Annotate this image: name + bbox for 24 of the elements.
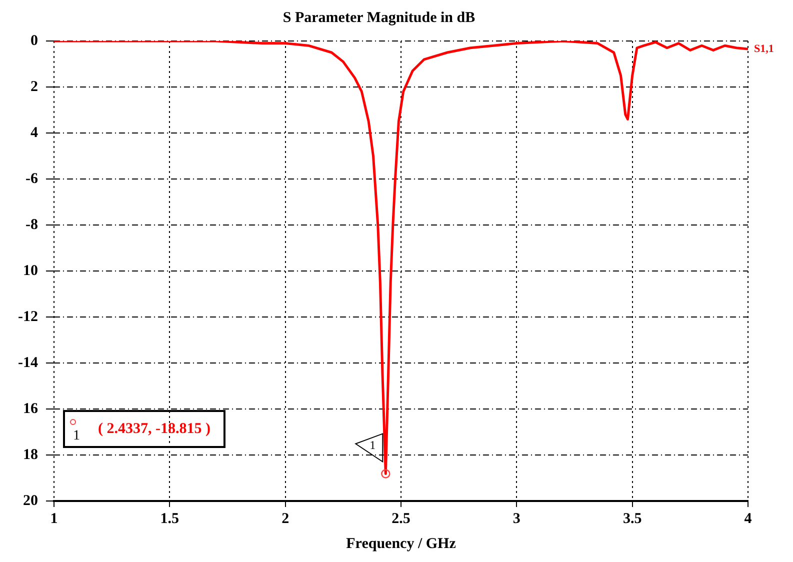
x-tick-label: 2.5 [392, 510, 410, 527]
y-tick-label: 20 [22, 492, 38, 509]
annotation: ( 2.4337, -18.815 ) [98, 420, 210, 437]
y-tick-label: 4 [30, 124, 38, 141]
x-tick-label: 2 [282, 510, 290, 527]
y-tick-label: -12 [18, 308, 38, 325]
annotation: 1 [72, 428, 80, 444]
y-tick-label: 0 [30, 32, 38, 49]
y-tick-label: -8 [25, 216, 38, 233]
x-tick-label: 4 [744, 510, 752, 527]
annotation: 1 [370, 438, 376, 452]
y-tick-label: 18 [22, 446, 38, 463]
y-tick-label: -6 [25, 170, 38, 187]
chart-title: S Parameter Magnitude in dB [282, 10, 476, 26]
y-tick-label: -14 [18, 354, 38, 371]
x-tick-label: 1 [50, 510, 58, 527]
x-axis-title: Frequency / GHz [346, 536, 456, 552]
y-tick-label: 10 [22, 262, 38, 279]
x-tick-label: 3.5 [622, 510, 642, 527]
x-tick-label: 1.5 [160, 510, 180, 527]
y-tick-label: 2 [30, 78, 38, 95]
x-tick-label: 3 [512, 510, 520, 527]
y-tick-label: 16 [22, 400, 38, 417]
series-label: S1,1 [754, 42, 774, 55]
